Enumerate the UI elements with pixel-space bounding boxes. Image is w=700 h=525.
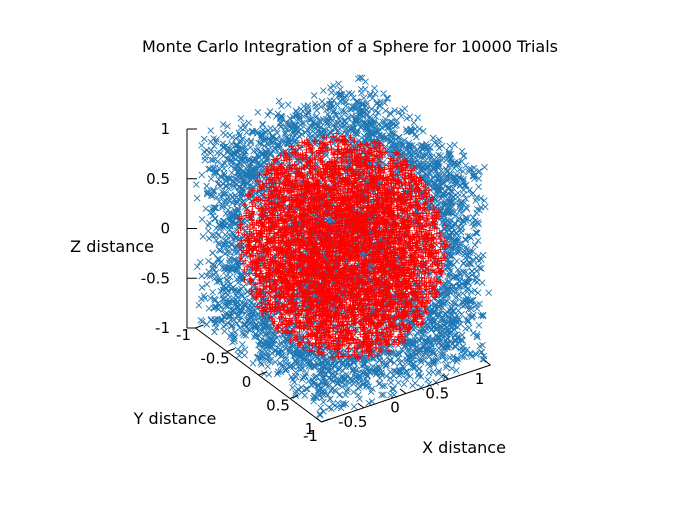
- y-tick: [289, 395, 299, 399]
- x-tick: [315, 417, 322, 423]
- z-tick-label: 0.5: [146, 170, 170, 188]
- x-tick-label: 0: [390, 399, 400, 417]
- y-tick-label: 0.5: [266, 397, 290, 415]
- x-tick: [357, 402, 365, 409]
- y-tick: [226, 348, 236, 352]
- y-tick-label: 0: [242, 373, 252, 391]
- z-axis-label: Z distance: [70, 237, 154, 256]
- chart-title: Monte Carlo Integration of a Sphere for …: [142, 37, 558, 56]
- y-tick-label: -1: [176, 326, 191, 344]
- z-tick-label: -1: [155, 319, 170, 337]
- z-tick-label: 0: [160, 220, 170, 238]
- x-tick-label: 0.5: [425, 384, 449, 402]
- x-axis-label: X distance: [422, 438, 506, 457]
- y-tick: [258, 371, 267, 376]
- x-tick: [484, 360, 491, 366]
- x-tick-label: -0.5: [338, 413, 367, 431]
- x-tick-label: -1: [303, 427, 318, 445]
- z-tick-label: -0.5: [141, 269, 170, 287]
- x-tick-label: 1: [475, 370, 485, 388]
- axes-layer: -1-0.500.51-1-0.500.51-1-0.500.51: [141, 120, 491, 445]
- y-tick: [195, 324, 204, 329]
- inside-points: [235, 130, 450, 362]
- y-tick-label: 1: [305, 420, 315, 438]
- z-tick-label: 1: [160, 120, 170, 138]
- x-tick: [399, 388, 407, 394]
- y-tick-label: -0.5: [200, 350, 229, 368]
- y-axis-label: Y distance: [133, 409, 217, 428]
- y-tick: [321, 418, 330, 423]
- x-tick: [441, 374, 449, 380]
- points-layer: [192, 74, 493, 419]
